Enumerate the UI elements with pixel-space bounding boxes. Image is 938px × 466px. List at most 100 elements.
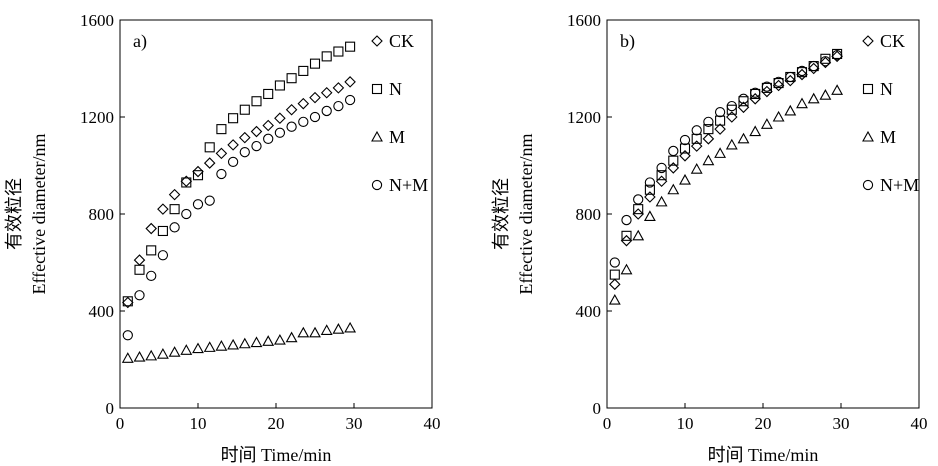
panel-b-point-m (679, 173, 691, 185)
panel-a-point-n (146, 245, 157, 256)
panel-a-point-n (333, 46, 344, 57)
panel-a-point-n (228, 113, 239, 124)
panel-b-point-m (749, 125, 762, 137)
panel-a-point-n-m (204, 195, 215, 206)
panel-a-point-n-m (239, 147, 250, 158)
panel-a-point-n-m (309, 111, 321, 123)
panel-a-point-n (251, 96, 262, 107)
panel-a-point-n (239, 104, 250, 115)
panel-a-legend-label-ck: CK (389, 31, 414, 51)
panel-b-point-ck (772, 79, 785, 92)
panel-b-point-n (668, 155, 679, 166)
panel-b-point-m (690, 163, 703, 174)
panel-b-point-ck (714, 123, 726, 135)
panel-a-point-n (321, 51, 332, 62)
panel-b-point-n-m (761, 81, 773, 92)
panel-b-point-m (807, 92, 820, 104)
panel-a-point-n (169, 204, 180, 215)
panel-b-point-n (703, 124, 714, 135)
panel-a-legend-label-m: M (389, 127, 405, 147)
panel-a-x-axis-title: 时间 Time/min (221, 445, 332, 465)
panel-a-x-tick-label: 40 (424, 414, 441, 433)
panel-a-point-n (286, 73, 297, 84)
panel-b-x-tick-label: 10 (677, 414, 694, 433)
panel-a-point-m (133, 350, 146, 362)
panel-a-point-n (181, 177, 192, 188)
panel-b-point-ck (655, 175, 668, 188)
panel-a-x-tick-label: 20 (268, 414, 285, 433)
panel-a-point-n-m (333, 100, 344, 112)
panel-b-point-n-m (609, 257, 620, 268)
panel-b-label: b) (620, 31, 635, 52)
panel-a-point-n-m (263, 133, 274, 144)
panel-a-point-n (134, 264, 145, 275)
panel-b-point-ck (632, 208, 644, 220)
panel-b-point-m (702, 154, 715, 166)
panel-a-point-n-m (192, 199, 204, 210)
panel-a-point-n-m (146, 270, 157, 281)
panel-a-point-ck (309, 91, 321, 104)
panel-a-point-n-m (227, 156, 239, 168)
panel-a-point-n-m (181, 208, 192, 220)
panel-b-point-n-m (750, 87, 761, 98)
panel-b-point-m (784, 104, 797, 116)
panel-a-point-ck (180, 175, 193, 188)
panel-b-point-m (725, 138, 738, 150)
panel-b-point-n-m (679, 134, 691, 146)
panel-a-point-ck (344, 76, 356, 88)
panel-a-y-axis-title-en: Effective diameter/nm (29, 133, 49, 294)
panel-b-point-n-m (808, 60, 819, 72)
panel-a-point-ck (274, 112, 286, 124)
panel-a-point-ck (285, 103, 298, 116)
panel-a-point-n-m (298, 116, 309, 127)
panel-b-legend-marker-m (862, 130, 874, 142)
panel-a-point-m (320, 324, 333, 335)
panel-b-point-n (691, 133, 702, 144)
panel-b-point-n-m (714, 107, 726, 118)
panel-b-point-n-m (831, 50, 843, 61)
panel-b-point-n-m (691, 125, 702, 136)
panel-a-point-n (309, 58, 321, 69)
panel-b-point-m (714, 147, 727, 158)
panel-a-point-ck (332, 82, 345, 94)
panel-a-point-n-m (344, 94, 356, 106)
panel-b-y-axis-title-cn: 有效粒径 (491, 178, 511, 250)
panel-b-point-n (715, 115, 726, 126)
panel-b-x-tick-label: 30 (833, 414, 850, 433)
panel-a-point-ck (320, 86, 333, 99)
panel-a-point-n (345, 41, 356, 52)
panel-a-legend-label-n: N (389, 79, 402, 99)
panel-a-point-m (273, 333, 286, 345)
panel-a-point-ck (122, 296, 134, 309)
panel-b-point-m (655, 195, 668, 207)
panel-a-point-n-m (134, 290, 145, 301)
panel-a-point-ck (239, 131, 251, 144)
panel-b-point-n (726, 104, 737, 115)
panel-a-point-m (332, 323, 345, 334)
panel-a-y-tick-label: 0 (106, 399, 115, 418)
panel-a-point-ck (157, 203, 169, 215)
panel-a-point-ck (262, 119, 274, 132)
panel-b-legend-label-n: N (880, 79, 893, 99)
panel-a-point-ck (227, 139, 239, 151)
panel-b-point-m (831, 84, 844, 95)
panel-b-point-m (632, 229, 645, 241)
panel-b-y-tick-label: 0 (593, 399, 602, 418)
panel-a-y-tick-label: 1200 (80, 108, 114, 127)
panel-b-x-tick-label: 20 (755, 414, 772, 433)
panel-b-point-n (609, 269, 620, 280)
panel-a-point-n-m (286, 121, 297, 132)
panel-a-point-m (238, 337, 251, 349)
panel-b-point-n (656, 170, 667, 181)
panel-a-legend-marker-m (371, 130, 383, 142)
panel-a-legend-marker-n-m (371, 179, 383, 191)
panel-b-point-m (737, 132, 750, 144)
panel-a-point-n (204, 142, 215, 153)
panel-b-point-n-m (703, 116, 714, 127)
panel-a-point-ck (297, 97, 310, 110)
panel-b-y-tick-label: 1200 (567, 108, 601, 127)
panel-a-x-tick-label: 30 (346, 414, 363, 433)
panel-b-point-n (679, 143, 691, 154)
panel-a-point-m (192, 342, 204, 354)
